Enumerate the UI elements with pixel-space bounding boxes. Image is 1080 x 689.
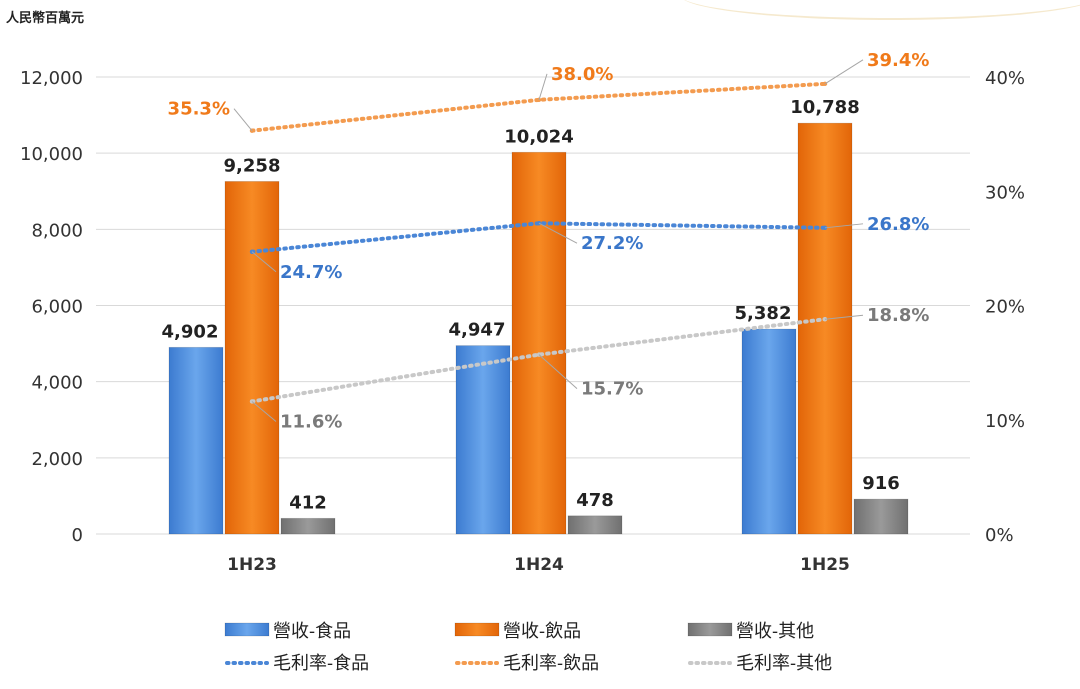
y2-tick-label: 20% (985, 297, 1025, 318)
decorative-curve (680, 0, 1080, 20)
x-tick-label: 1H23 (227, 555, 277, 575)
margin-value-label: 15.7% (581, 379, 643, 400)
leader-line (251, 251, 277, 273)
bar (511, 151, 567, 535)
leader-line (251, 401, 277, 422)
legend-label: 營收-食品 (273, 621, 351, 642)
margin-value-label: 26.8% (867, 214, 929, 235)
leader-line (824, 314, 864, 320)
leader-line (538, 354, 578, 390)
margin-value-label: 39.4% (867, 50, 929, 71)
legend-label: 毛利率-食品 (273, 653, 369, 674)
x-tick-label: 1H25 (800, 555, 850, 575)
legend-label: 營收-飲品 (503, 621, 581, 642)
bar-value-label: 412 (289, 492, 327, 513)
legend-label: 毛利率-其他 (736, 653, 832, 674)
y-tick-label: 8,000 (31, 220, 83, 241)
margin-value-label: 24.7% (280, 262, 342, 283)
y-tick-label: 12,000 (20, 68, 83, 89)
legend-label: 毛利率-飲品 (503, 653, 599, 674)
bar (567, 515, 623, 535)
bar (280, 517, 336, 535)
margin-value-label: 27.2% (581, 233, 643, 254)
legend-swatch (224, 622, 270, 637)
leader-line (233, 108, 253, 132)
bar-value-label: 478 (576, 490, 614, 511)
x-tick-label: 1H24 (514, 555, 564, 575)
legend-swatch (687, 622, 733, 637)
bar (168, 346, 224, 535)
leader-line (538, 73, 548, 100)
margin-point (536, 97, 542, 103)
y-tick-label: 10,000 (20, 144, 83, 165)
bar-value-label: 10,024 (504, 126, 573, 147)
leader-line (824, 223, 864, 229)
margin-line (250, 81, 827, 133)
bar-value-label: 9,258 (224, 155, 281, 176)
bar (741, 328, 797, 535)
bar-value-label: 5,382 (735, 303, 792, 324)
legend-swatch (454, 622, 500, 637)
bar-value-label: 916 (862, 473, 900, 494)
bar (224, 181, 280, 535)
margin-value-label: 35.3% (168, 99, 230, 120)
bar (853, 498, 909, 535)
unit-label: 人民幣百萬元 (6, 10, 84, 26)
bar-value-label: 4,902 (162, 321, 219, 342)
leader-line (538, 222, 578, 244)
legend-label: 營收-其他 (736, 621, 814, 642)
bar-value-label: 10,788 (790, 97, 859, 118)
y2-tick-label: 10% (985, 411, 1025, 432)
y-tick-label: 2,000 (31, 449, 83, 470)
bar (797, 122, 853, 535)
margin-value-label: 38.0% (551, 64, 613, 85)
bar (455, 345, 511, 535)
y-tick-label: 4,000 (31, 373, 83, 394)
y2-tick-label: 0% (985, 525, 1014, 546)
leader-line (824, 59, 864, 85)
y2-tick-label: 40% (985, 68, 1025, 89)
y-tick-label: 6,000 (31, 297, 83, 318)
y2-tick-label: 30% (985, 182, 1025, 203)
margin-value-label: 18.8% (867, 305, 929, 326)
bar-value-label: 4,947 (449, 320, 506, 341)
y-tick-label: 0 (72, 525, 83, 546)
margin-value-label: 11.6% (280, 411, 342, 432)
